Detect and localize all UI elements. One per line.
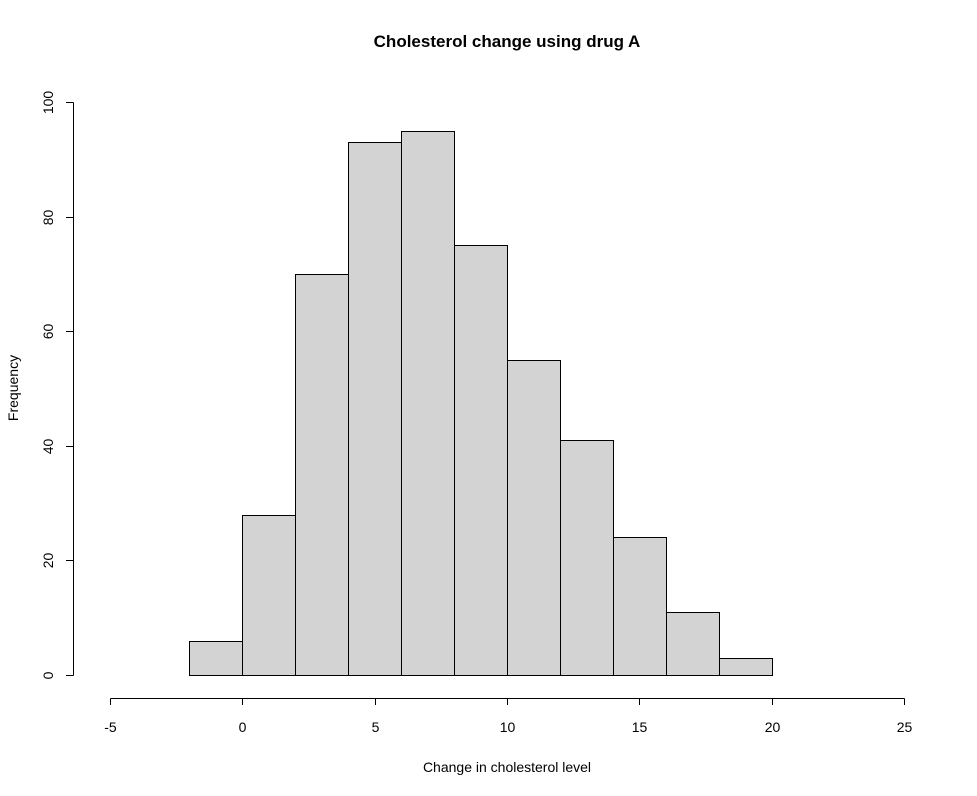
y-tick-label: 60 <box>40 324 56 340</box>
histogram-bar <box>560 440 614 676</box>
histogram-bar <box>242 515 296 676</box>
histogram-bar <box>613 537 667 676</box>
y-axis: 0 20 40 60 80 100 <box>40 91 74 679</box>
histogram-bar <box>666 612 720 676</box>
x-tick-label: 0 <box>239 719 247 735</box>
histogram-bar <box>401 131 455 676</box>
x-tick-label: 5 <box>372 719 380 735</box>
y-axis-title: Frequency <box>5 355 21 421</box>
x-tick-label: -5 <box>104 719 117 735</box>
y-tick-label: 0 <box>40 671 56 679</box>
histogram-bar <box>507 360 561 676</box>
histogram-bar <box>454 245 508 676</box>
x-axis-title: Change in cholesterol level <box>423 759 591 775</box>
histogram-bar <box>719 658 773 676</box>
histogram-bars <box>189 131 773 676</box>
x-tick-label: 25 <box>897 719 913 735</box>
histogram-bar <box>295 274 349 676</box>
y-axis-ticks: 0 20 40 60 80 100 <box>40 91 74 679</box>
x-axis: -5 0 5 10 15 20 25 <box>104 698 913 735</box>
y-tick-label: 80 <box>40 210 56 226</box>
histogram-bar <box>348 142 402 676</box>
chart-title: Cholesterol change using drug A <box>374 32 641 51</box>
x-tick-label: 15 <box>632 719 648 735</box>
x-tick-label: 10 <box>500 719 516 735</box>
y-tick-label: 20 <box>40 553 56 569</box>
x-axis-ticks: -5 0 5 10 15 20 25 <box>104 698 913 735</box>
y-tick-label: 40 <box>40 439 56 455</box>
x-tick-label: 20 <box>765 719 781 735</box>
y-tick-label: 100 <box>40 91 56 115</box>
histogram-bar <box>189 641 243 676</box>
